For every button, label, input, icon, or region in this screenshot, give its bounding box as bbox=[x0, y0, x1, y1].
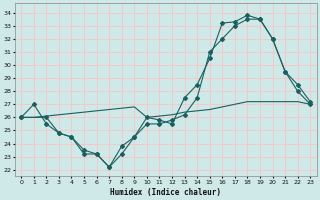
X-axis label: Humidex (Indice chaleur): Humidex (Indice chaleur) bbox=[110, 188, 221, 197]
